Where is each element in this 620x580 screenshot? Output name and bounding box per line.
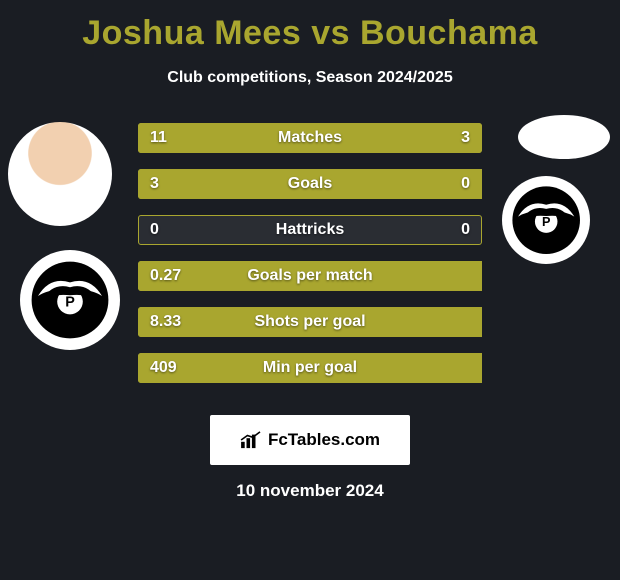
stat-value-left: 8.33 [150, 313, 181, 331]
branding-badge: FcTables.com [210, 415, 410, 465]
page-title: Joshua Mees vs Bouchama [0, 14, 620, 53]
stat-value-right: 3 [461, 129, 470, 147]
stat-row: Goals 3 0 [138, 169, 482, 199]
stat-value-left: 0 [150, 221, 159, 239]
stat-row: Matches 11 3 [138, 123, 482, 153]
stat-row: Hattricks 0 0 [138, 215, 482, 245]
stat-label: Matches [278, 129, 342, 147]
stat-label: Shots per goal [254, 313, 365, 331]
bar-right-fill [406, 123, 482, 153]
stat-row: Shots per goal 8.33 [138, 307, 482, 337]
season-subtitle: Club competitions, Season 2024/2025 [0, 69, 620, 87]
stat-label: Goals per match [247, 267, 372, 285]
stat-value-left: 11 [150, 129, 167, 147]
stat-value-left: 0.27 [150, 267, 181, 285]
stat-row: Min per goal 409 [138, 353, 482, 383]
stat-value-left: 3 [150, 175, 159, 193]
stat-value-left: 409 [150, 359, 177, 377]
stat-label: Hattricks [276, 221, 344, 239]
stats-bars: Matches 11 3 Goals 3 0 Hattricks 0 0 Goals per ma… [138, 123, 482, 399]
stat-row: Goals per match 0.27 [138, 261, 482, 291]
stat-value-right: 0 [461, 175, 470, 193]
date-label: 10 november 2024 [0, 481, 620, 501]
branding-text: FcTables.com [268, 430, 380, 450]
stat-label: Goals [288, 175, 332, 193]
chart-icon [240, 431, 262, 449]
stat-value-right: 0 [461, 221, 470, 239]
stat-label: Min per goal [263, 359, 357, 377]
bar-left-fill [138, 123, 406, 153]
